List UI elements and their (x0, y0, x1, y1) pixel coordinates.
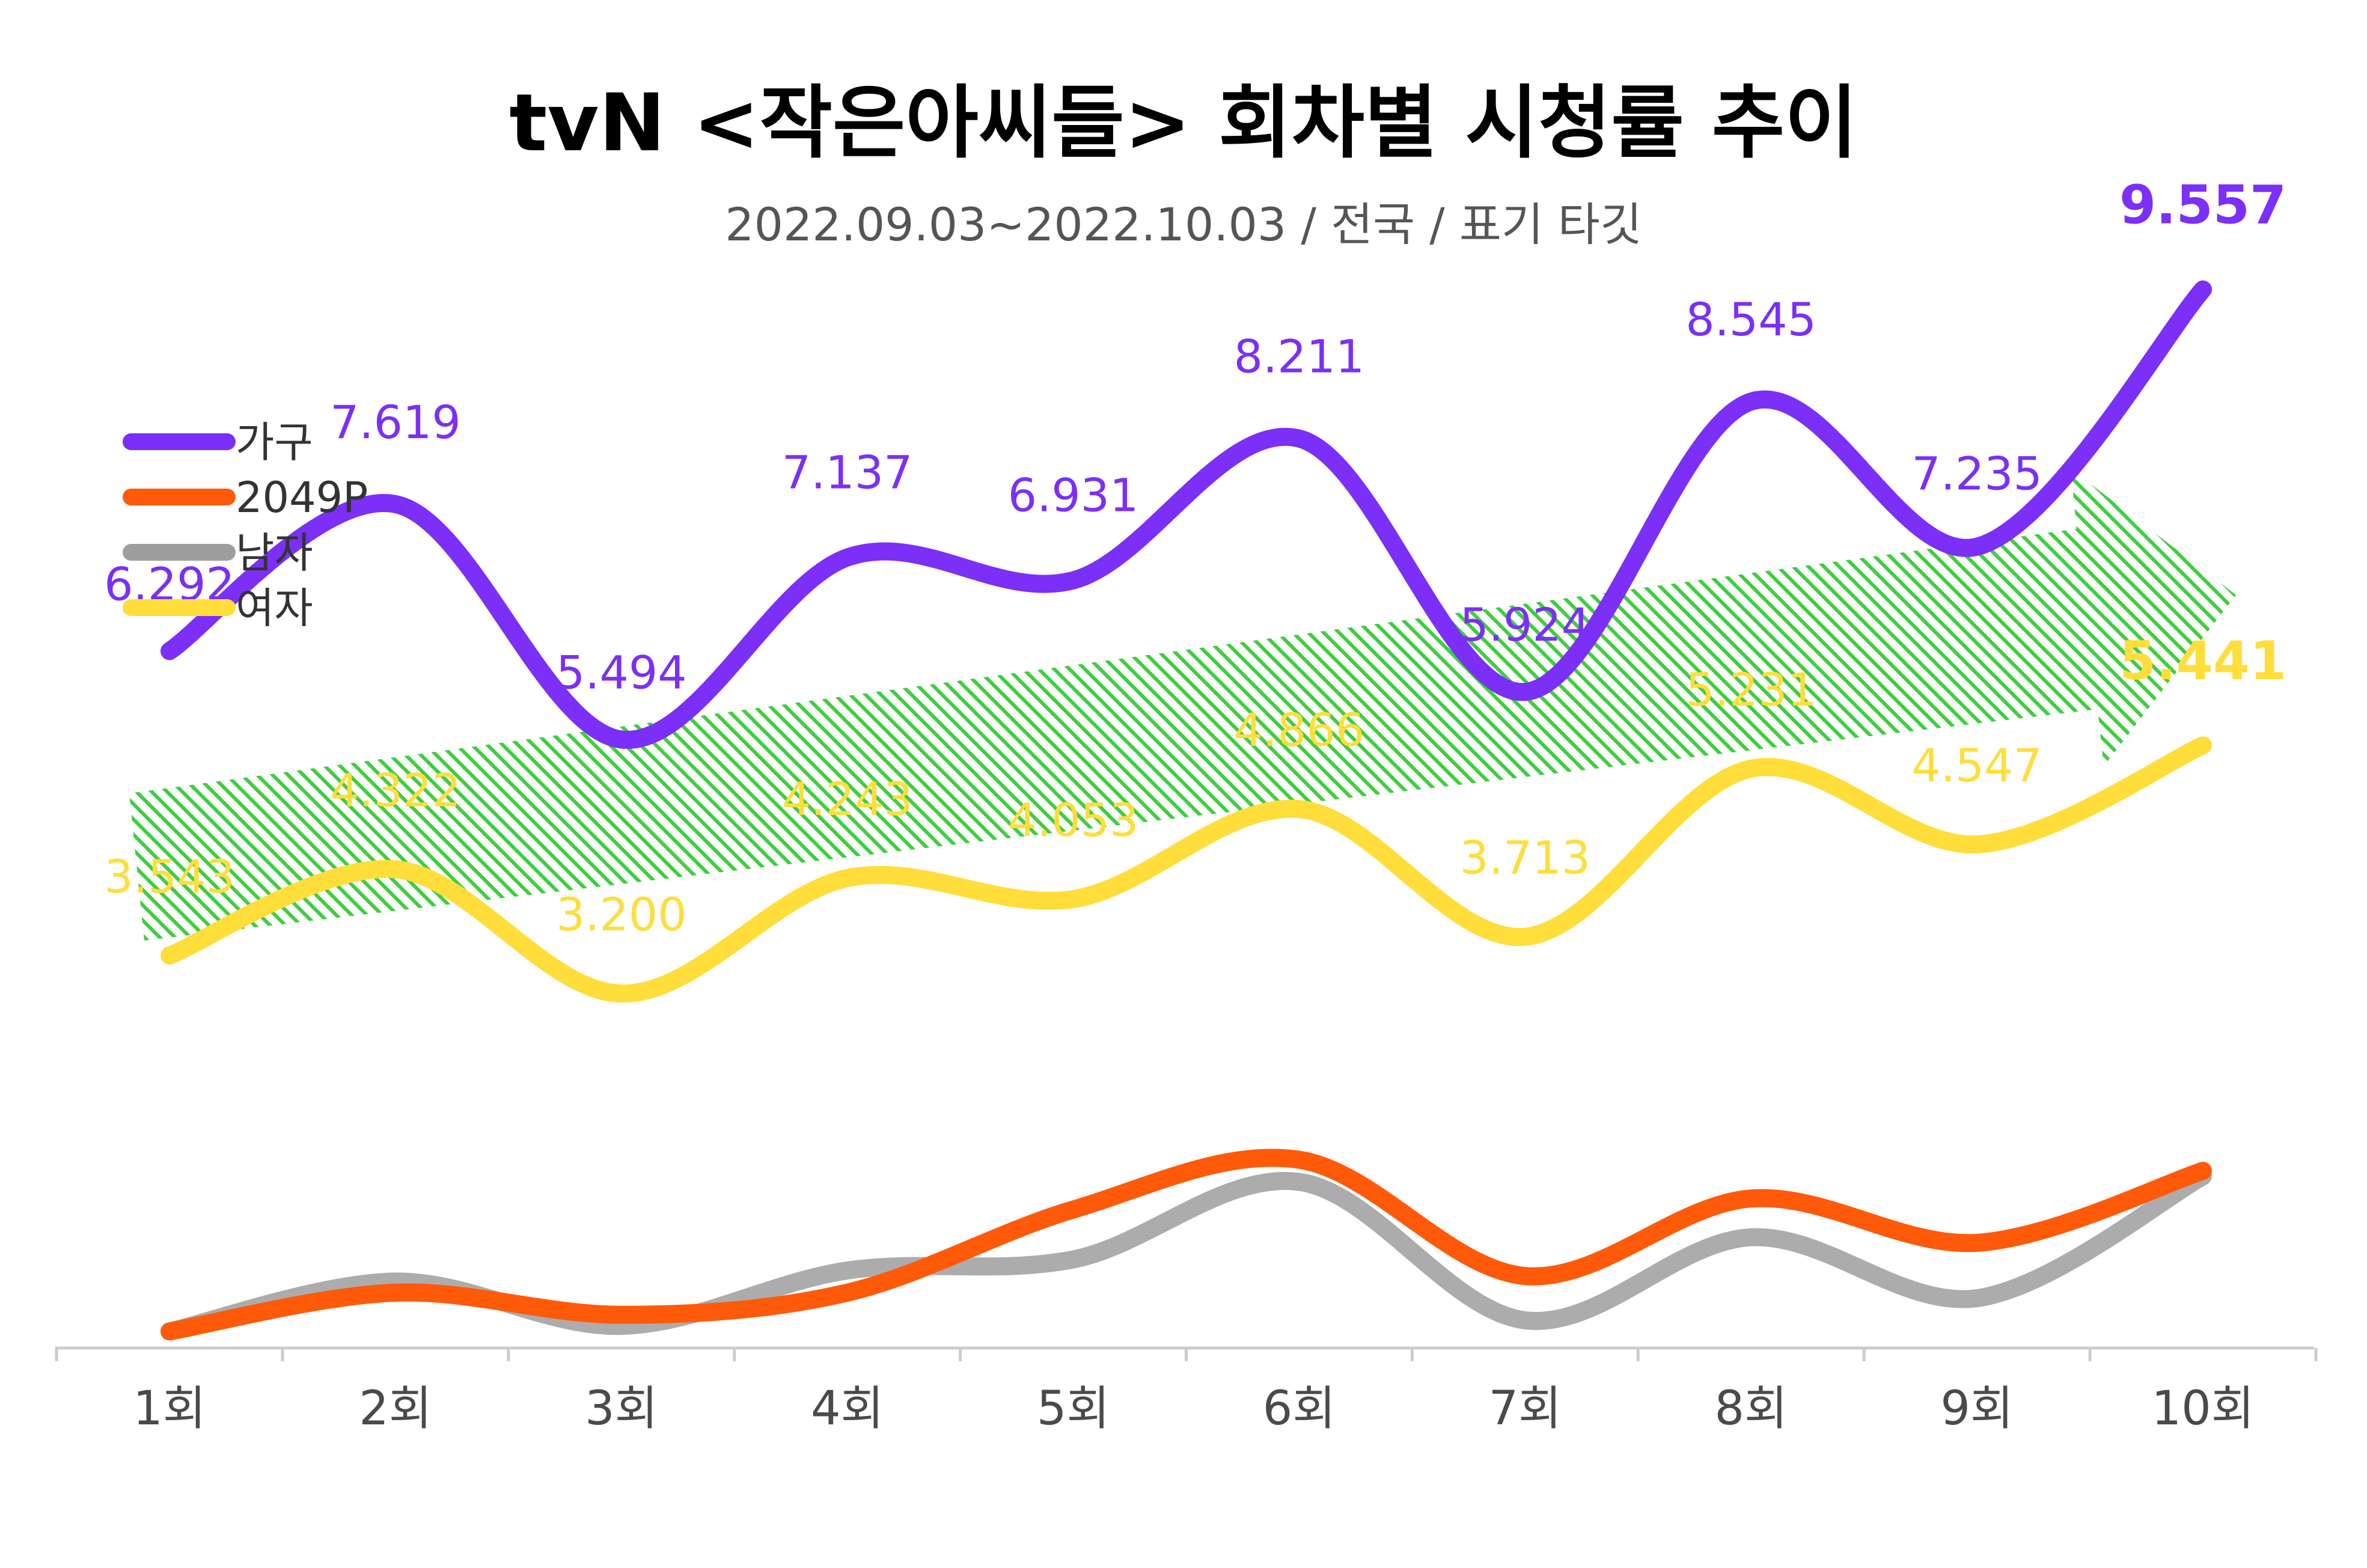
chart-subtitle: 2022.09.03~2022.10.03 / 전국 / 표기 타깃 (725, 198, 1642, 251)
data-label-households: 7.619 (330, 395, 461, 449)
x-tick-label: 6회 (1263, 1382, 1336, 1436)
x-tick-label: 3회 (585, 1382, 658, 1436)
legend-label: 2049P (236, 473, 368, 522)
data-label-female: 5.441 (2119, 630, 2286, 692)
data-label-female: 4.053 (1008, 793, 1139, 847)
data-label-households: 7.235 (1911, 447, 2042, 501)
legend-label: 가구 (236, 418, 313, 467)
data-label-households: 6.931 (1008, 469, 1139, 522)
series-line-households (160, 280, 2212, 749)
data-label-households: 8.211 (1234, 330, 1365, 383)
legend-label: 남자 (236, 528, 313, 578)
x-tick-label: 7회 (1489, 1382, 1562, 1436)
data-label-female: 4.547 (1911, 739, 2042, 792)
x-tick-label: 8회 (1715, 1382, 1788, 1436)
x-axis-ticks: 1회 2회 3회 4회 5회 6회 7회 8회 9회 10회 (55, 1348, 2318, 1436)
x-tick-label: 4회 (811, 1382, 884, 1436)
series-line-male (160, 1167, 2212, 1341)
data-label-households: 5.494 (556, 645, 687, 699)
data-label-female: 4.866 (1234, 703, 1365, 757)
chart-title: tvN <작은아씨들> 회차별 시청률 추이 (509, 77, 1857, 169)
data-label-female: 4.322 (330, 763, 461, 817)
x-tick-label: 1회 (133, 1382, 206, 1436)
data-label-female: 5.231 (1685, 663, 1816, 716)
data-label-households: 9.557 (2119, 174, 2286, 236)
data-label-households: 8.545 (1685, 293, 1816, 346)
data-label-female: 4.243 (782, 772, 913, 826)
data-label-households: 7.137 (782, 446, 913, 499)
x-tick-label: 5회 (1037, 1382, 1110, 1436)
x-tick-label: 9회 (1940, 1382, 2013, 1436)
x-tick-label: 10회 (2151, 1382, 2254, 1436)
data-label-female: 3.200 (556, 888, 687, 941)
x-tick-label: 2회 (359, 1382, 432, 1436)
data-label-female: 3.713 (1460, 831, 1591, 885)
series-group (160, 280, 2212, 1341)
data-label-households: 5.924 (1460, 598, 1591, 651)
series-line-female (160, 736, 2212, 1003)
data-label-female: 3.543 (104, 850, 235, 903)
legend-label: 여자 (236, 584, 313, 633)
series-line-2049p (160, 1149, 2212, 1341)
trend-arrow (129, 469, 2236, 941)
